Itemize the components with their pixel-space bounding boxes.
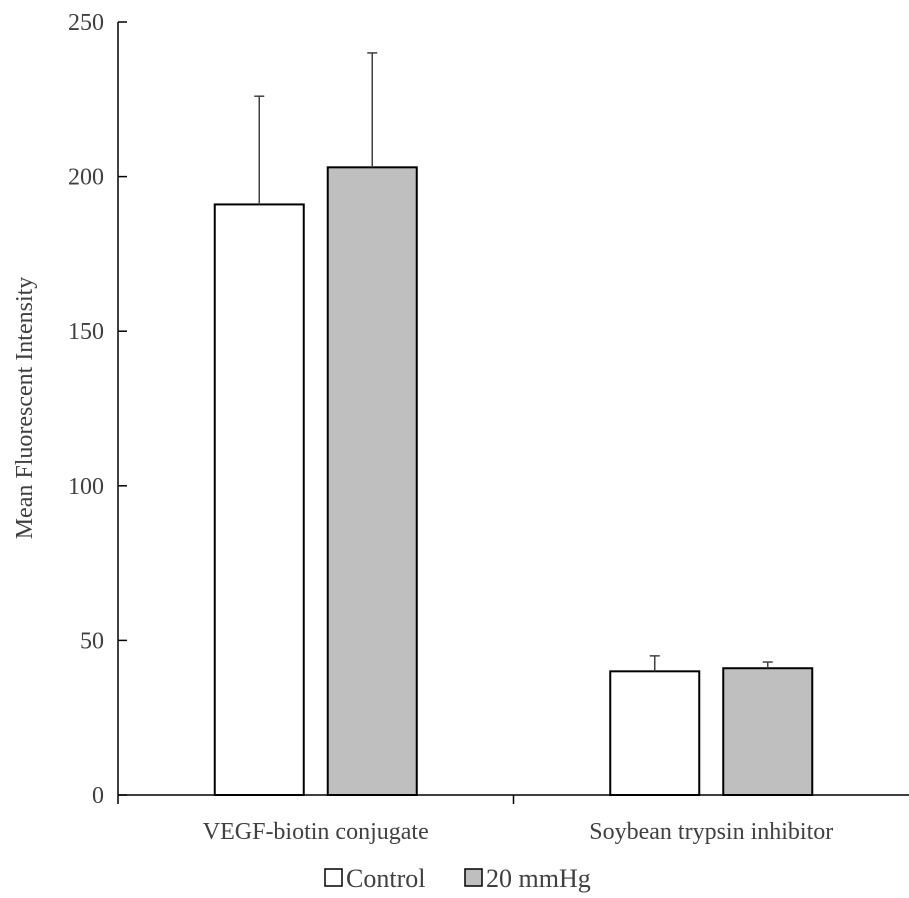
legend-label: Control: [346, 864, 425, 893]
y-axis-label: Mean Fluorescent Intensity: [12, 277, 38, 540]
legend-swatch: [464, 868, 483, 887]
category-label: Soybean trypsin inhibitor: [589, 819, 833, 845]
y-tick-label: 50: [80, 628, 104, 654]
legend-label: 20 mmHg: [486, 864, 591, 893]
category-label: VEGF-biotin conjugate: [203, 819, 429, 845]
legend: Control 20 mmHg: [324, 864, 591, 893]
bar: [326, 166, 418, 797]
y-tick-label: 0: [92, 783, 104, 809]
y-tick-label: 250: [68, 10, 104, 36]
bars: [213, 52, 814, 797]
legend-swatch: [324, 868, 343, 887]
axis-labels: 0 50 100 150 200 250 VEGF-biotin conjugate Soyb…: [68, 10, 833, 845]
y-tick-label: 150: [68, 319, 104, 345]
y-tick-label: 100: [68, 474, 104, 500]
bar: [722, 667, 814, 797]
bar: [609, 670, 701, 797]
y-tick-label: 200: [68, 165, 104, 191]
bar: [213, 203, 305, 797]
